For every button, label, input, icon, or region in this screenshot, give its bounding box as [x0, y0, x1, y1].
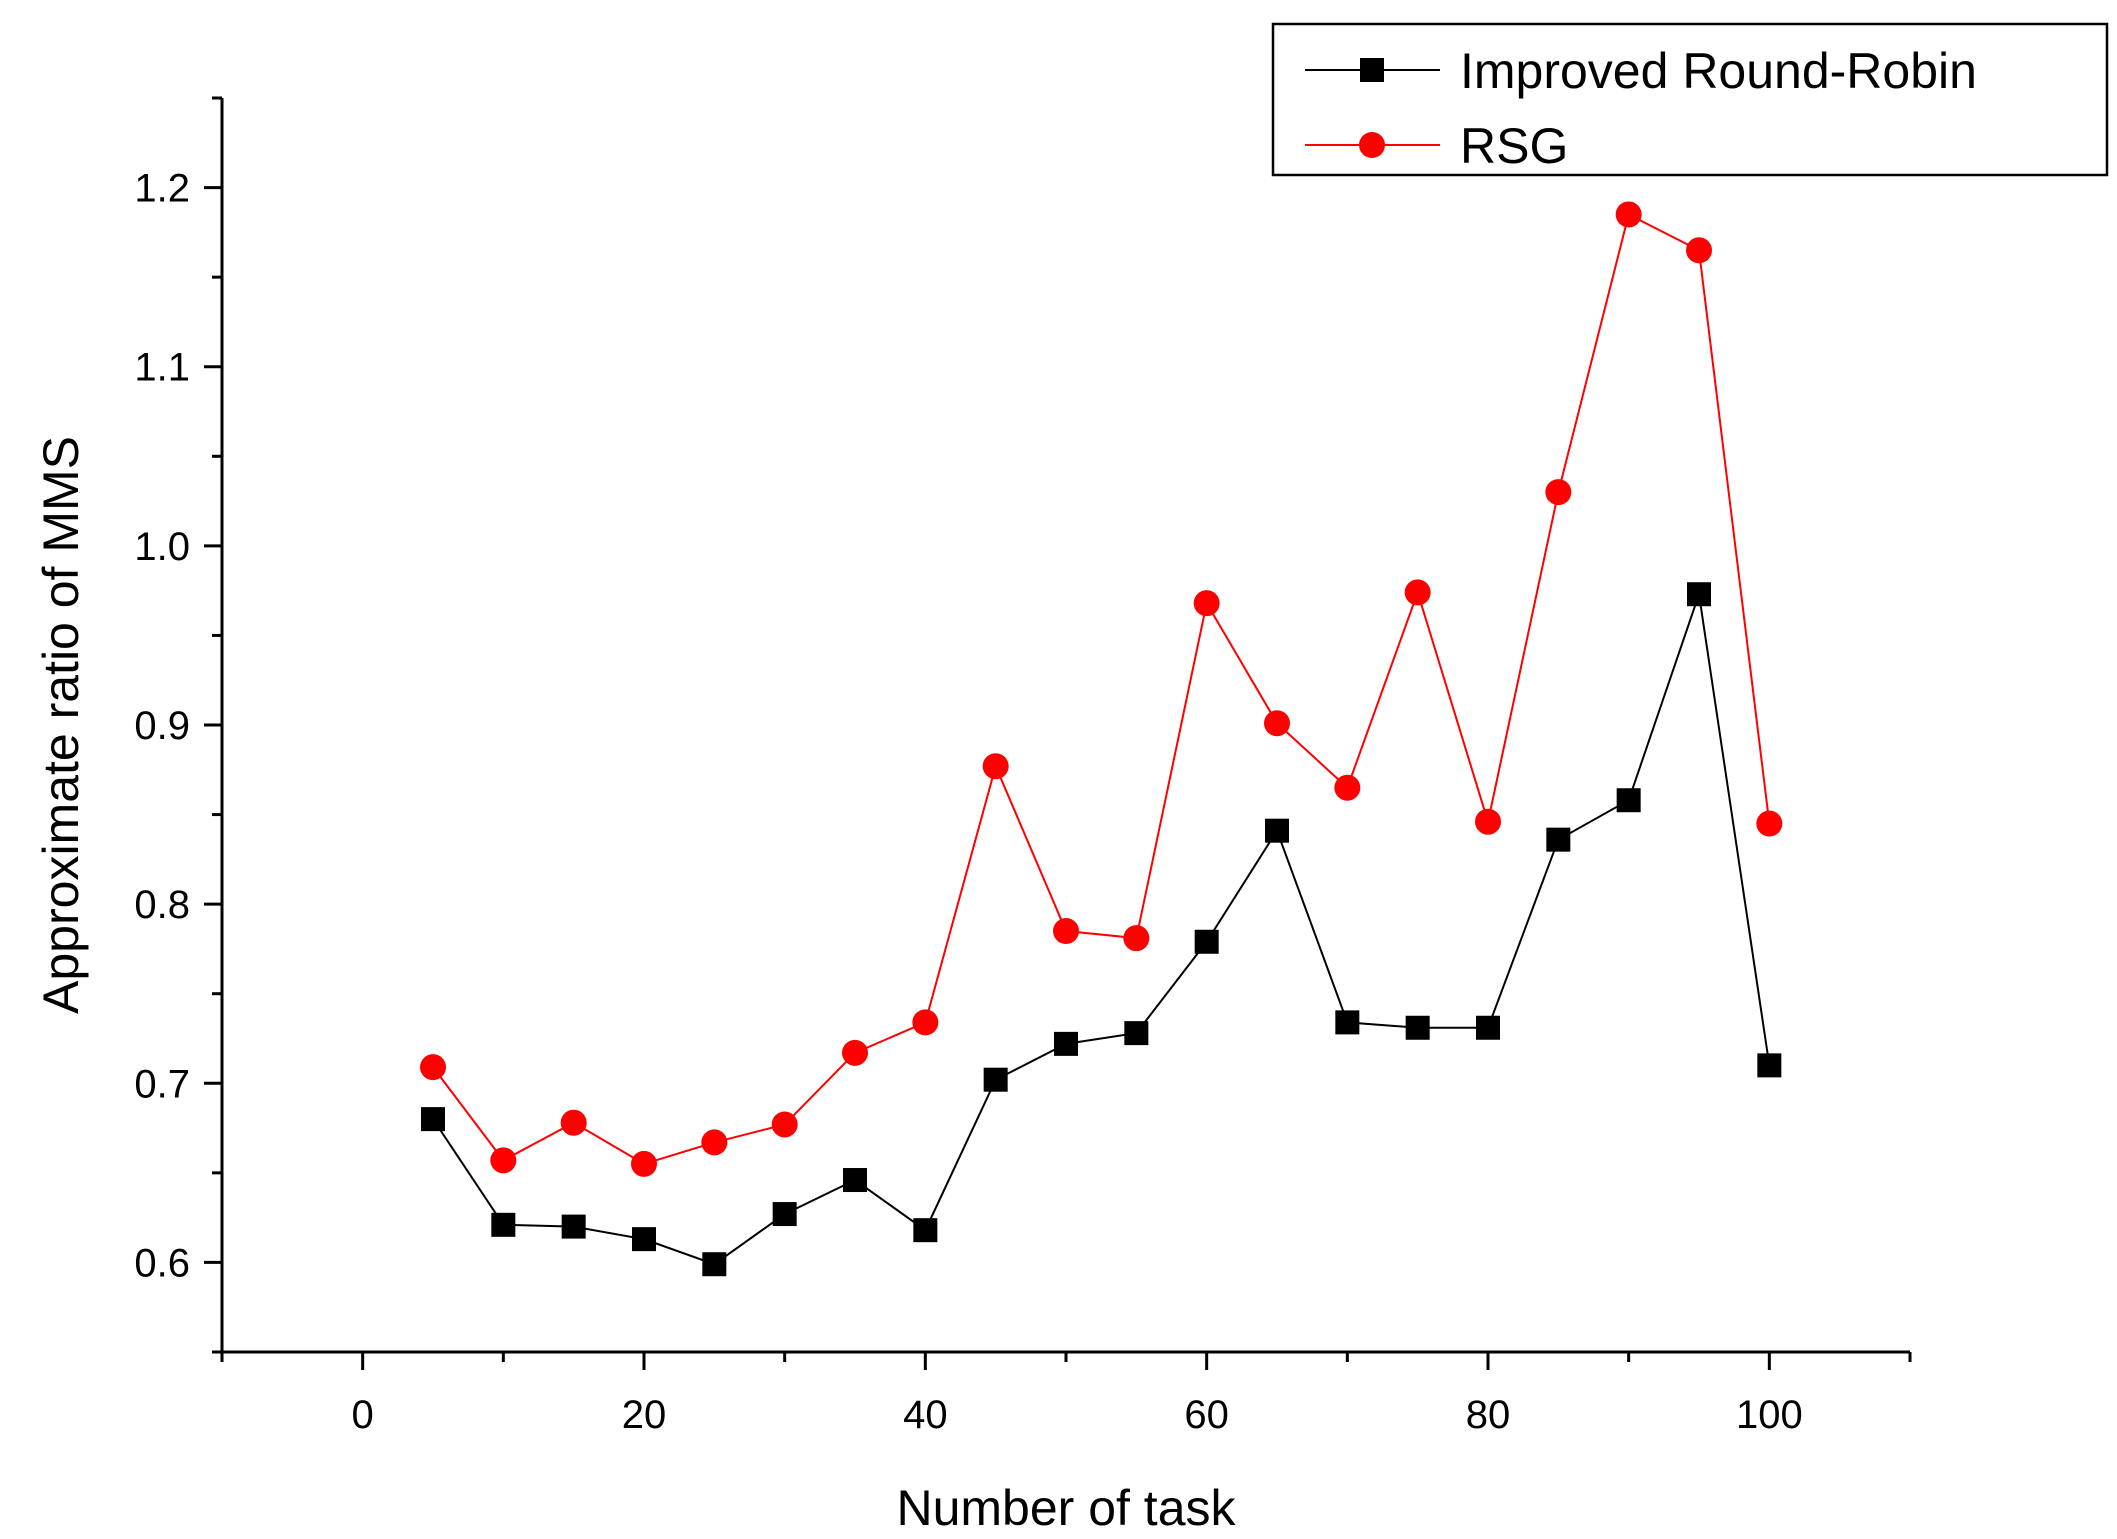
data-point [843, 1168, 867, 1193]
axes: 0 20 40 60 80 100 0.6 0.7 0.8 0.9 1.0 1.1 1.2 [134, 96, 1912, 1437]
data-point [842, 1039, 868, 1066]
x-tick-label: 80 [1466, 1393, 1511, 1437]
legend-item: RSG [1305, 118, 1568, 174]
data-point [1616, 788, 1641, 813]
data-point [421, 1107, 445, 1132]
y-tick-label: 1.0 [134, 525, 190, 569]
data-point [1546, 827, 1571, 852]
data-point [561, 1214, 586, 1239]
series-0 [421, 582, 1782, 1277]
data-point [913, 1218, 938, 1243]
data-point [1193, 590, 1220, 617]
data-point [1194, 929, 1219, 954]
data-point [1475, 808, 1501, 835]
y-tick-label: 0.7 [134, 1062, 190, 1106]
legend-label: RSG [1460, 118, 1568, 174]
legend-item: Improved Round-Robin [1305, 43, 1977, 99]
data-point [632, 1227, 656, 1252]
y-tick-label: 0.6 [134, 1241, 190, 1285]
y-axis-title: Approximate ratio of MMS [33, 436, 89, 1014]
series-1 [420, 201, 1783, 1177]
data-point [420, 1054, 446, 1081]
data-point [1264, 710, 1290, 737]
data-point [1335, 1010, 1360, 1035]
x-tick-label: 60 [1184, 1393, 1229, 1437]
legend-items: Improved Round-Robin RSG [1305, 43, 1977, 174]
data-point [771, 1111, 798, 1138]
data-point [701, 1129, 728, 1156]
data-point [490, 1147, 517, 1174]
data-point [1405, 1015, 1430, 1040]
data-point [1476, 1015, 1500, 1040]
y-tick-label: 0.9 [134, 704, 190, 748]
data-point [491, 1212, 516, 1237]
data-point [1054, 1031, 1078, 1056]
data-point [1334, 774, 1361, 801]
x-axis-title: Number of task [896, 1480, 1236, 1536]
x-tick-label: 20 [622, 1393, 667, 1437]
series-line [432, 212, 1771, 1165]
data-point [1615, 201, 1642, 228]
x-tick-label: 100 [1736, 1393, 1803, 1437]
y-tick-label: 0.8 [134, 883, 190, 927]
data-point [1265, 818, 1289, 843]
legend-marker [1359, 132, 1385, 158]
data-point [1124, 1021, 1149, 1046]
data-point [631, 1150, 657, 1177]
y-ticks: 0.6 0.7 0.8 0.9 1.0 1.1 1.2 [134, 96, 222, 1354]
data-point [912, 1009, 939, 1036]
x-tick-label: 0 [352, 1393, 374, 1437]
legend-box [1271, 22, 2109, 177]
data-point [1756, 810, 1783, 837]
data-point [1053, 918, 1079, 945]
legend: Improved Round-Robin RSG [1271, 22, 2109, 177]
data-point [982, 753, 1009, 780]
y-tick-label: 1.2 [134, 167, 190, 211]
y-tick-label: 1.1 [134, 346, 190, 390]
legend-marker [1360, 58, 1384, 82]
x-ticks: 0 20 40 60 80 100 [220, 1352, 1912, 1437]
data-point [1757, 1053, 1782, 1078]
data-point [1404, 579, 1431, 606]
data-point [560, 1109, 587, 1136]
plot-area [420, 201, 1783, 1277]
data-point [983, 1067, 1008, 1092]
legend-label: Improved Round-Robin [1460, 43, 1977, 99]
x-tick-label: 40 [903, 1393, 948, 1437]
data-point [1687, 582, 1711, 607]
data-point [702, 1252, 727, 1277]
data-point [1545, 479, 1572, 506]
data-point [772, 1202, 797, 1227]
data-point [1123, 925, 1150, 952]
data-point [1686, 237, 1712, 264]
